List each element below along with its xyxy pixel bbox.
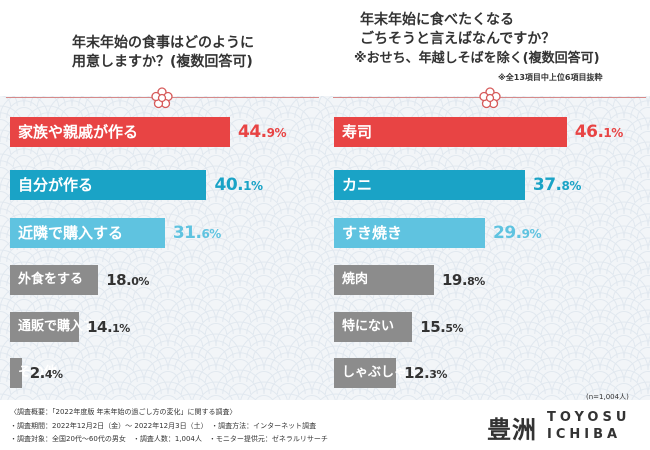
bar-category-label: 外食をする	[18, 272, 84, 287]
right-question-line-2: ごちそうと言えばなんですか？	[360, 31, 556, 47]
right-question-line-3: ※おせち、年越しそばを除く(複数回答可)	[354, 51, 600, 66]
bar-category-label: すき焼き	[342, 224, 403, 242]
left-question: 年末年始の食事はどのように 用意しますか？(複数回答可)	[72, 34, 254, 72]
bar-category-label: その他	[18, 365, 58, 380]
bar-left-6	[10, 358, 22, 388]
right-note: ※全13項目中上位6項目抜粋	[498, 73, 603, 82]
bar-left-1	[10, 117, 230, 147]
plum-blossom-icon-left	[151, 87, 173, 109]
footer-survey-target: ・調査対象：全国20代〜60代の男女 ・調査人数：1,004人 ・モニター提供元…	[10, 435, 328, 443]
bar-left-4	[10, 265, 99, 295]
plum-blossom-icon-right	[479, 87, 501, 109]
left-question-line-2: 用意しますか？(複数回答可)	[72, 54, 253, 70]
bar-category-label: 寿司	[342, 123, 373, 141]
footer-survey-period: ・調査期間：2022年12月2日（金）〜 2022年12月3日（土） ・調査方法…	[10, 422, 317, 430]
header	[0, 0, 650, 96]
bar-value-label: 37.8%	[532, 175, 582, 195]
bar-category-label: 自分が作る	[18, 176, 94, 194]
bar-category-label: カニ	[342, 176, 373, 194]
bar-category-label: 近隣で購入する	[18, 224, 124, 242]
bar-value-label: 46.1%	[574, 122, 624, 142]
bar-value-label: 44.9%	[238, 122, 287, 142]
brand-line-2: ICHIBA	[547, 427, 622, 442]
bar-value-label: 12.3%	[404, 364, 447, 382]
sample-size: (n=1,004人)	[586, 393, 629, 401]
bar-value-label: 29.9%	[492, 223, 542, 243]
bar-value-label: 40.1%	[214, 175, 263, 195]
bar-right-2	[334, 170, 525, 200]
bar-left-3	[10, 218, 165, 248]
bar-value-label: 2.4%	[29, 364, 63, 382]
right-question-line-1: 年末年始に食べたくなる	[360, 12, 514, 28]
bar-right-5	[334, 312, 413, 342]
bar-left-2	[10, 170, 207, 200]
brand-line-1: TOYOSU	[547, 410, 631, 425]
bar-right-6	[334, 358, 397, 388]
bar-category-label: しゃぶしゃぶ	[342, 365, 421, 380]
bar-value-label: 31.6%	[172, 223, 222, 243]
footer-survey-title: 〈調査概要：「2022年度版 年末年始の過ごし方の変化」に関する調査〉	[10, 408, 237, 416]
bar-value-label: 19.8%	[441, 271, 485, 289]
bar-value-label: 15.5%	[420, 318, 464, 336]
bar-category-label: 家族や親戚が作る	[18, 123, 139, 141]
bar-value-label: 14.1%	[87, 318, 130, 336]
brand-kanji: 豊洲	[487, 416, 537, 444]
bar-right-3	[334, 218, 485, 248]
right-question: 年末年始に食べたくなる ごちそうと言えばなんですか？ ※おせち、年越しそばを除く…	[354, 11, 640, 68]
bar-category-label: 焼肉	[342, 272, 369, 287]
bar-left-5	[10, 312, 80, 342]
bar-right-4	[334, 265, 434, 295]
bar-value-label: 18.0%	[106, 271, 149, 289]
left-question-line-1: 年末年始の食事はどのように	[72, 35, 254, 51]
bar-category-label: 特にない	[342, 319, 395, 334]
bar-category-label: 通販で購入する	[18, 319, 110, 334]
bar-right-1	[334, 117, 567, 147]
